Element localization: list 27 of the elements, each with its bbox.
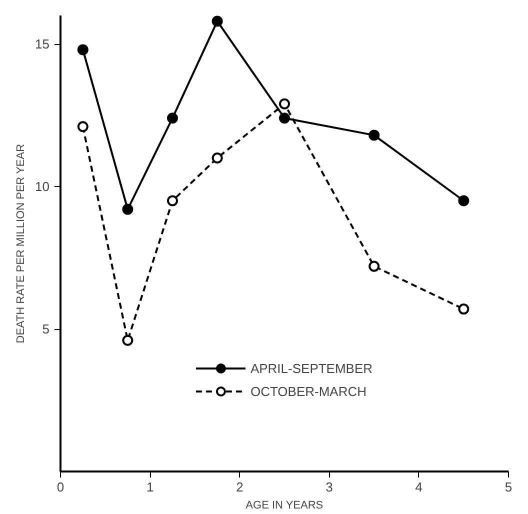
point <box>368 130 380 141</box>
x-axis-title: AGE IN YEARS <box>246 500 324 512</box>
point <box>167 195 178 206</box>
x-tick-label: 3 <box>326 480 333 494</box>
y-tick-label: 15 <box>35 36 50 52</box>
point <box>279 98 290 110</box>
point <box>77 121 88 132</box>
point <box>212 16 223 27</box>
x-tick-label: 0 <box>56 480 64 494</box>
point <box>122 334 134 346</box>
point <box>279 112 290 124</box>
point <box>368 260 380 272</box>
legend-label: OCTOBER-MARCH <box>250 384 366 398</box>
point <box>77 44 88 56</box>
x-tick-label: 5 <box>504 480 512 494</box>
x-tick-label: 4 <box>415 480 423 494</box>
x-tick-label: 1 <box>146 480 154 494</box>
y-tick-label: 10 <box>35 179 50 194</box>
point <box>458 195 470 206</box>
point <box>458 304 470 315</box>
y-tick-label: 5 <box>42 322 50 336</box>
x-tick-label: 2 <box>236 480 244 494</box>
point <box>167 112 178 124</box>
y-axis-title: DEATH RATE PER MILLION PER YEAR <box>15 144 28 344</box>
point <box>212 152 223 164</box>
legend-label: APRIL-SEPTEMBER <box>250 360 373 376</box>
point <box>122 204 134 215</box>
